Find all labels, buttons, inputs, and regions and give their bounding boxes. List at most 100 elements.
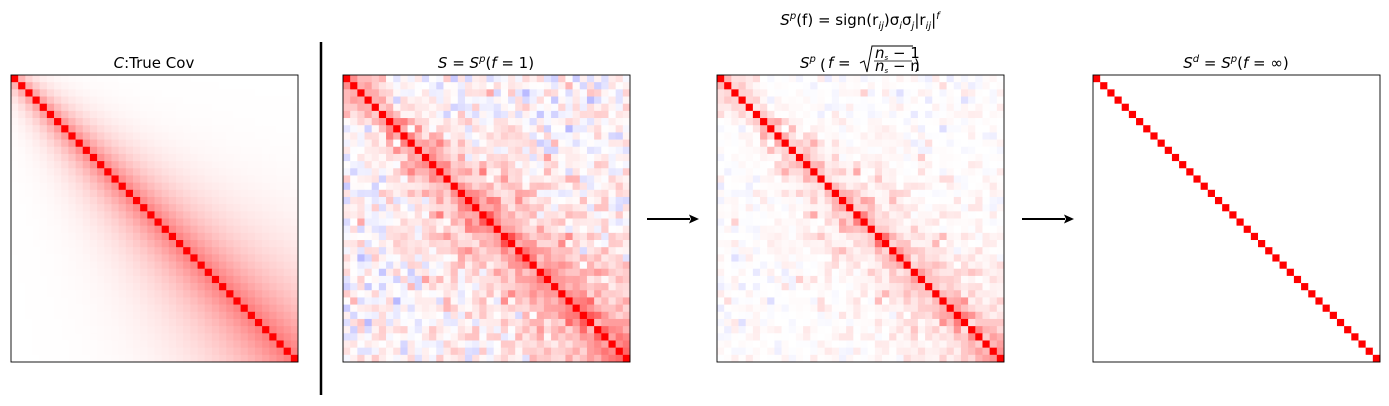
power-shrunk-cell xyxy=(874,96,883,105)
sample-cov-cell xyxy=(343,254,351,262)
sample-cov-cell xyxy=(601,254,609,262)
true-cov-cell xyxy=(204,211,213,219)
true-cov-cell xyxy=(247,146,256,155)
power-shrunk-cell xyxy=(982,225,990,234)
true-cov-cell xyxy=(226,161,234,169)
true-cov-cell xyxy=(276,333,284,341)
true-cov-cell xyxy=(290,168,299,176)
sample-cov-cell xyxy=(572,132,581,140)
sample-cov-cell xyxy=(500,347,509,356)
power-shrunk-cell xyxy=(831,283,840,291)
sample-cov-cell xyxy=(594,161,602,169)
sample-cov-cell xyxy=(407,268,416,277)
sample-cov-cell xyxy=(357,161,365,169)
true-cov-cell xyxy=(283,82,292,90)
sample-cov-cell xyxy=(515,96,523,105)
power-shrunk-cell xyxy=(717,146,725,155)
power-shrunk-cell xyxy=(925,189,933,198)
sample-cov-cell xyxy=(543,110,552,119)
true-cov-cell xyxy=(132,297,141,305)
power-shrunk-cell xyxy=(817,240,825,248)
sample-cov-cell xyxy=(622,153,631,162)
power-shrunk-cell xyxy=(867,261,876,270)
sample-cov-cell xyxy=(414,96,423,105)
power-shrunk-cell xyxy=(731,110,739,119)
true-cov-cell xyxy=(290,118,299,126)
sample-cov-cell xyxy=(436,196,444,205)
sample-cov-cell xyxy=(343,204,351,212)
power-shrunk-cell xyxy=(781,297,790,305)
sample-cov-cell xyxy=(472,204,480,212)
sample-cov-cell xyxy=(579,189,588,198)
sample-cov-cell xyxy=(436,110,444,119)
sample-cov-cell xyxy=(608,354,616,363)
diagonal-cell xyxy=(1150,103,1158,112)
power-shrunk-cell xyxy=(867,110,876,119)
sample-cov-cell xyxy=(594,196,602,205)
true-cov-cell xyxy=(190,75,198,83)
sample-cov-cell xyxy=(364,103,373,112)
true-cov-cell xyxy=(226,182,234,191)
true-cov-cell xyxy=(269,311,277,320)
power-shrunk-cell xyxy=(803,268,811,277)
power-shrunk-cell xyxy=(860,318,869,327)
power-shrunk-cell xyxy=(910,96,919,105)
sample-cov-cell xyxy=(522,168,530,176)
sample-cov-cell xyxy=(500,311,509,320)
true-cov-cell xyxy=(25,275,33,284)
sample-cov-cell xyxy=(622,132,631,140)
power-shrunk-cell xyxy=(831,326,840,334)
sample-cov-cell xyxy=(407,82,416,90)
true-cov-cell xyxy=(61,175,69,183)
true-cov-cell xyxy=(89,189,98,198)
true-cov-cell xyxy=(262,110,270,119)
sample-cov-cell xyxy=(436,211,444,219)
power-shrunk-cell xyxy=(910,218,919,227)
sample-cov-cell xyxy=(393,182,401,191)
sample-cov-cell xyxy=(479,247,487,255)
true-cov-cell xyxy=(211,247,220,255)
sample-cov-cell xyxy=(393,354,401,363)
power-shrunk-cell xyxy=(960,283,969,291)
sample-cov-cell xyxy=(400,304,408,313)
sample-cov-cell xyxy=(407,275,416,284)
diagonal-cell xyxy=(1293,82,1302,90)
power-shrunk-cell xyxy=(989,247,998,255)
sample-cov-cell xyxy=(522,297,530,305)
sample-cov-cell xyxy=(414,311,423,320)
power-shrunk-cell xyxy=(896,318,904,327)
true-cov-cell xyxy=(176,254,184,262)
power-shrunk-cell xyxy=(824,139,833,148)
true-cov-cell xyxy=(161,161,170,169)
true-cov-cell xyxy=(75,304,84,313)
power-shrunk-cell xyxy=(846,204,854,212)
sample-cov-cell xyxy=(522,247,530,255)
power-shrunk-cell xyxy=(817,175,825,183)
diagonal-cell xyxy=(1258,96,1266,105)
power-shrunk-cell xyxy=(874,261,883,270)
power-shrunk-cell xyxy=(996,75,1005,83)
diagonal-cell xyxy=(1121,96,1130,105)
power-shrunk-cell xyxy=(738,96,747,105)
sample-cov-cell xyxy=(572,326,581,334)
sample-cov-cell xyxy=(472,118,480,126)
sample-cov-cell xyxy=(407,347,416,356)
sample-cov-cell xyxy=(586,240,595,248)
true-cov-cell xyxy=(262,311,270,320)
true-cov-cell xyxy=(140,139,148,148)
true-cov-cell xyxy=(290,189,299,198)
power-shrunk-cell xyxy=(731,232,739,241)
power-shrunk-cell xyxy=(788,340,797,348)
true-cov-cell xyxy=(111,254,119,262)
true-cov-cell xyxy=(276,297,284,305)
sample-cov-cell xyxy=(378,153,387,162)
true-cov-cell xyxy=(111,225,119,234)
sample-cov-cell xyxy=(371,146,380,155)
power-shrunk-cell xyxy=(853,225,861,234)
true-cov-cell xyxy=(75,297,84,305)
power-shrunk-cell xyxy=(925,254,933,262)
sample-cov-cell xyxy=(343,347,351,356)
sample-cov-cell xyxy=(601,275,609,284)
power-shrunk-cell xyxy=(874,75,883,83)
power-shrunk-cell xyxy=(989,218,998,227)
